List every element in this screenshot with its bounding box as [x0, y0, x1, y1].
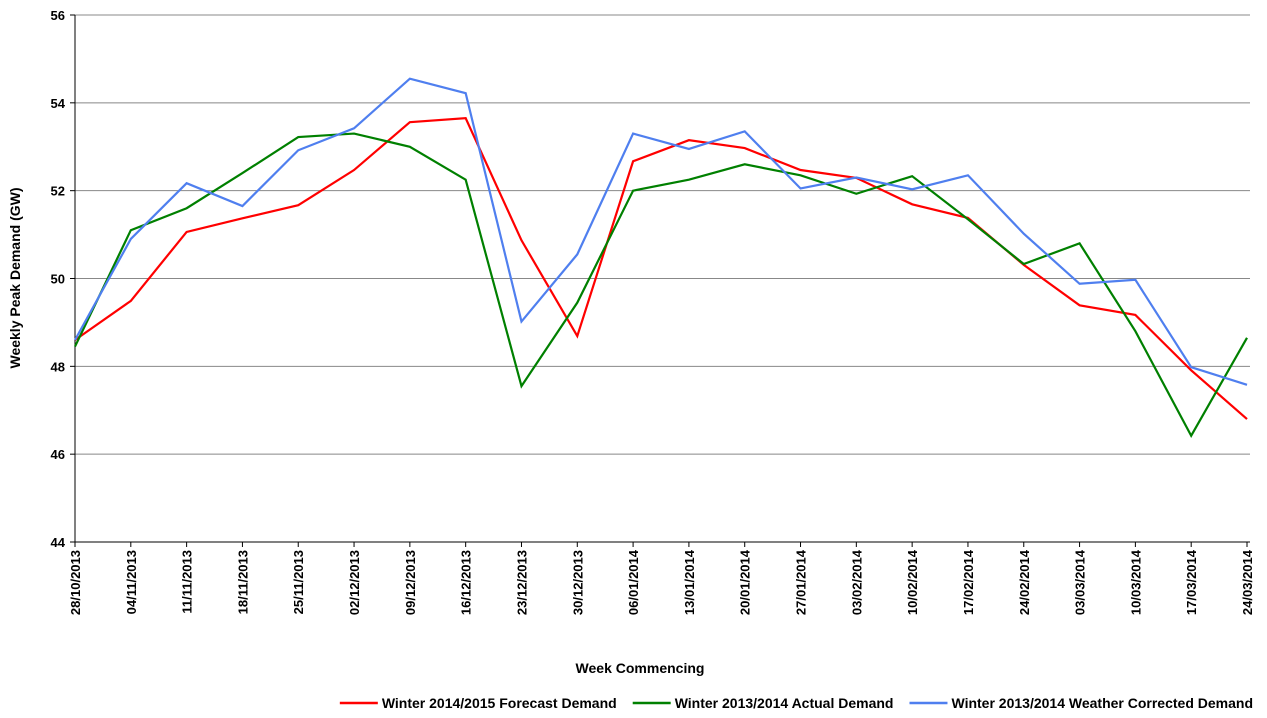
x-axis-title: Week Commencing	[576, 660, 705, 676]
y-tick-label: 56	[51, 8, 65, 23]
x-tick-label: 03/03/2014	[1073, 549, 1088, 615]
x-tick-label: 18/11/2013	[235, 550, 250, 614]
y-tick-label: 48	[51, 359, 65, 374]
legend-label: Winter 2013/2014 Actual Demand	[675, 695, 894, 711]
y-tick-label: 50	[51, 272, 65, 287]
x-tick-label: 11/11/2013	[180, 550, 195, 614]
y-tick-label: 54	[51, 96, 66, 111]
y-axis-title: Weekly Peak Demand (GW)	[7, 187, 23, 368]
y-tick-label: 46	[51, 447, 65, 462]
x-tick-label: 10/03/2014	[1128, 549, 1143, 615]
legend: Winter 2014/2015 Forecast Demand Winter 2…	[339, 695, 1253, 711]
x-tick-label: 10/02/2014	[905, 549, 920, 615]
x-tick-label: 24/03/2014	[1240, 549, 1255, 615]
legend-label: Winter 2013/2014 Weather Corrected Deman…	[951, 695, 1253, 711]
series-line	[74, 132, 1248, 438]
x-tick-label: 17/03/2014	[1184, 549, 1199, 615]
x-tick-label: 30/12/2013	[570, 550, 585, 615]
x-tick-label: 27/01/2014	[794, 549, 809, 615]
series-line	[74, 117, 1248, 420]
x-tick-label: 06/01/2014	[626, 549, 641, 615]
x-tick-label: 03/02/2014	[849, 549, 864, 615]
x-tick-label: 17/02/2014	[961, 549, 976, 615]
y-tick-label: 44	[51, 535, 66, 550]
x-tick-label: 23/12/2013	[514, 550, 529, 615]
y-tick-label: 52	[51, 184, 65, 199]
series-line	[74, 77, 1248, 386]
x-tick-label: 09/12/2013	[403, 550, 418, 615]
x-tick-label: 13/01/2014	[682, 549, 697, 615]
x-tick-label: 04/11/2013	[124, 550, 139, 614]
x-tick-label: 25/11/2013	[291, 550, 306, 614]
x-tick-label: 20/01/2014	[738, 549, 753, 615]
x-tick-label: 28/10/2013	[68, 550, 83, 615]
x-tick-label: 24/02/2014	[1017, 549, 1032, 615]
x-tick-label: 16/12/2013	[459, 550, 474, 615]
x-tick-label: 02/12/2013	[347, 550, 362, 615]
legend-label: Winter 2014/2015 Forecast Demand	[382, 695, 617, 711]
